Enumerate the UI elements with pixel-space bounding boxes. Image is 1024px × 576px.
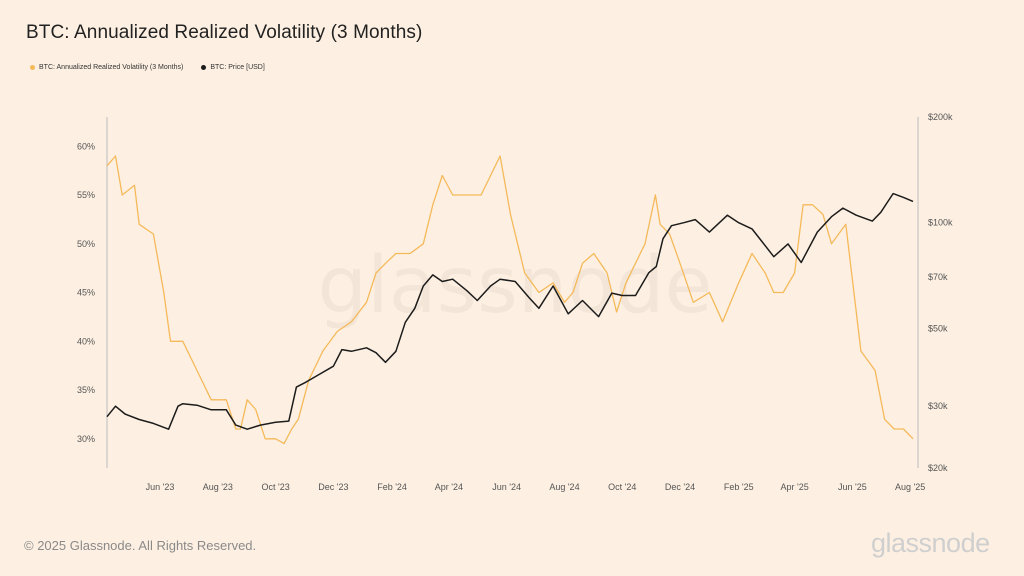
price-series-line — [106, 192, 914, 430]
y-left-tick-label: 60% — [77, 141, 95, 151]
y-right-tick-label: $50k — [928, 323, 948, 333]
x-tick-label: Oct '24 — [608, 482, 636, 492]
y-left-tick-label: 45% — [77, 288, 95, 298]
chart-legend: BTC: Annualized Realized Volatility (3 M… — [30, 64, 265, 71]
legend-label-price: BTC: Price [USD] — [210, 64, 265, 71]
y-left-tick-label: 40% — [77, 336, 95, 346]
y-left-tick-label: 55% — [77, 190, 95, 200]
y-left-tick-label: 35% — [77, 385, 95, 395]
x-tick-label: Jun '23 — [146, 482, 175, 492]
y-right-tick-label: $20k — [928, 463, 948, 473]
x-tick-label: Jun '25 — [838, 482, 867, 492]
chart-title: BTC: Annualized Realized Volatility (3 M… — [26, 22, 423, 43]
x-tick-label: Oct '23 — [261, 482, 289, 492]
y-right-tick-label: $100k — [928, 218, 953, 228]
x-tick-label: Aug '25 — [895, 482, 925, 492]
x-tick-label: Feb '25 — [724, 482, 754, 492]
legend-item-price[interactable]: BTC: Price [USD] — [201, 64, 265, 71]
legend-item-volatility[interactable]: BTC: Annualized Realized Volatility (3 M… — [30, 64, 183, 71]
y-right-tick-label: $200k — [928, 112, 953, 122]
x-tick-label: Dec '23 — [318, 482, 348, 492]
x-tick-label: Apr '24 — [435, 482, 463, 492]
x-tick-label: Jun '24 — [492, 482, 521, 492]
y-left-tick-label: 30% — [77, 434, 95, 444]
volatility-series-line — [106, 155, 914, 445]
copyright-footer: © 2025 Glassnode. All Rights Reserved. — [24, 538, 257, 553]
x-tick-label: Apr '25 — [780, 482, 808, 492]
x-tick-label: Feb '24 — [377, 482, 407, 492]
x-tick-label: Aug '24 — [549, 482, 579, 492]
watermark-logo: glassnode — [318, 241, 713, 331]
legend-swatch-price — [201, 65, 207, 70]
x-tick-label: Dec '24 — [665, 482, 695, 492]
y-left-tick-label: 50% — [77, 239, 95, 249]
y-right-tick-label: $30k — [928, 401, 948, 411]
brand-logo: glassnode — [871, 528, 990, 558]
x-tick-label: Aug '23 — [203, 482, 233, 492]
legend-swatch-volatility — [30, 65, 35, 70]
legend-label-volatility: BTC: Annualized Realized Volatility (3 M… — [39, 64, 184, 71]
y-right-tick-label: $70k — [928, 272, 948, 282]
